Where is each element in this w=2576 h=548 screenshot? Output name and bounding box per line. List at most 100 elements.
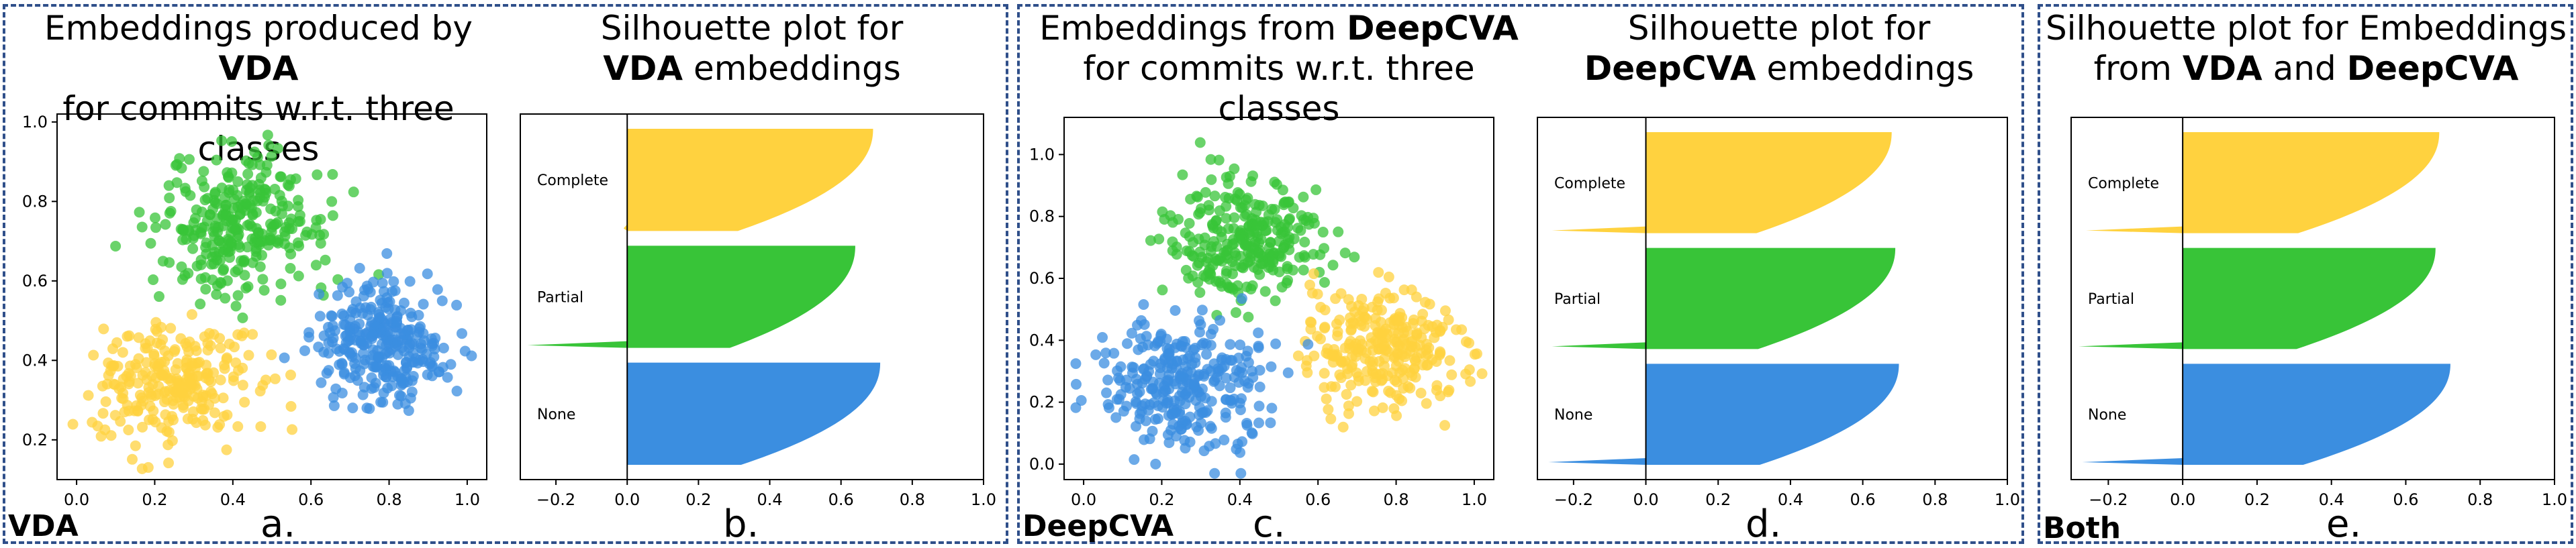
scatter-point-partial (1145, 235, 1156, 246)
scatter-point-partial (222, 275, 233, 286)
scatter-point-partial (250, 246, 262, 258)
scatter-point-complete (187, 406, 199, 417)
scatter-point-complete (233, 365, 244, 376)
scatter-point-complete (229, 341, 240, 353)
scatter-point-partial (1181, 245, 1192, 257)
scatter-point-partial (373, 269, 385, 280)
scatter-point-partial (216, 135, 228, 146)
scatter-point-complete (214, 333, 226, 344)
scatter-point-partial (148, 274, 159, 285)
scatter-point-partial (211, 288, 222, 300)
scatter-point-partial (1299, 236, 1310, 248)
scatter-point-none (422, 369, 433, 380)
y-tick-label: 0.8 (22, 192, 48, 211)
scatter-point-partial (1167, 236, 1178, 248)
scatter-point-partial (1269, 176, 1280, 188)
scatter-point-none (1202, 364, 1213, 375)
scatter-point-partial (199, 195, 211, 206)
scatter-point-none (1135, 333, 1146, 344)
scatter-point-complete (1390, 336, 1401, 347)
scatter-point-partial (213, 246, 225, 258)
scatter-point-partial (1153, 233, 1165, 245)
x-tick-label: 1.0 (2542, 490, 2567, 509)
scatter-point-complete (1476, 368, 1488, 380)
scatter-point-complete (1312, 288, 1323, 300)
scatter-point-none (1253, 327, 1264, 339)
scatter-point-none (438, 342, 449, 353)
scatter-point-none (432, 284, 443, 295)
scatter-point-partial (1227, 239, 1238, 250)
scatter-point-partial (252, 152, 263, 163)
scatter-point-none (1246, 366, 1257, 377)
scatter-point-partial (315, 213, 326, 225)
sublabel-d: d. (1746, 502, 1782, 546)
scatter-point-none (1180, 388, 1192, 400)
scatter-point-none (340, 319, 351, 331)
scatter-point-partial (247, 209, 258, 221)
scatter-point-complete (269, 373, 281, 384)
scatter-point-none (329, 325, 340, 337)
scatter-point-none (1152, 413, 1163, 425)
scatter-point-complete (1337, 421, 1349, 433)
scatter-point-complete (1305, 323, 1317, 335)
scatter-point-complete (243, 349, 254, 361)
scatter-point-complete (111, 337, 123, 348)
scatter-point-partial (1157, 284, 1168, 296)
panel-e-title: Silhouette plot for Embeddings from VDA a… (2045, 9, 2567, 88)
scatter-point-partial (1315, 249, 1326, 260)
scatter-point-complete (1471, 348, 1482, 360)
scatter-point-none (1144, 433, 1155, 445)
scatter-point-partial (275, 171, 286, 182)
scatter-point-complete (199, 331, 210, 343)
scatter-point-partial (199, 272, 211, 283)
scatter-point-partial (164, 207, 175, 219)
scatter-point-none (328, 400, 340, 411)
scatter-point-complete (1379, 353, 1390, 364)
scatter-point-none (1154, 368, 1165, 380)
x-tick-label: 0.8 (900, 490, 925, 509)
scatter-point-none (330, 383, 342, 394)
silhouette-band-complete (2183, 132, 2440, 233)
scatter-point-partial (1296, 210, 1307, 221)
scatter-point-complete (183, 395, 194, 406)
scatter-point-complete (1377, 368, 1388, 379)
scatter-point-partial (177, 274, 188, 285)
scatter-point-complete (132, 405, 144, 417)
scatter-point-none (342, 335, 354, 347)
scatter-point-partial (232, 290, 244, 301)
scatter-point-none (1239, 375, 1250, 386)
scatter-point-none (1209, 468, 1221, 479)
scatter-point-none (1108, 347, 1120, 359)
scatter-point-complete (115, 416, 126, 427)
scatter-point-complete (124, 376, 135, 387)
scatter-point-none (1265, 417, 1276, 429)
scatter-point-complete (1337, 356, 1348, 368)
group-box-both (2038, 4, 2573, 544)
scatter-point-complete (232, 421, 244, 432)
scatter-point-none (1194, 315, 1205, 327)
scatter-point-complete (1372, 296, 1384, 308)
scatter-point-complete (97, 408, 109, 419)
scatter-point-partial (1227, 268, 1239, 280)
scatter-point-partial (1349, 252, 1360, 263)
scatter-point-none (1219, 434, 1230, 445)
scatter-point-partial (1193, 233, 1204, 245)
scatter-point-partial (266, 151, 277, 162)
scatter-point-complete (1292, 350, 1304, 362)
scatter-point-partial (1253, 199, 1265, 211)
scatter-point-partial (1298, 191, 1309, 203)
scatter-point-none (1110, 412, 1122, 423)
scatter-point-partial (348, 186, 359, 198)
scatter-point-partial (272, 143, 283, 154)
scatter-point-complete (187, 372, 198, 384)
scatter-point-complete (1391, 410, 1402, 421)
scatter-point-partial (263, 140, 275, 151)
scatter-point-partial (237, 312, 248, 323)
y-tick-label: 1.0 (22, 113, 48, 131)
scatter-point-none (377, 278, 388, 289)
x-tick-label: −0.2 (2089, 490, 2128, 509)
scatter-point-complete (1312, 331, 1323, 342)
scatter-point-partial (1159, 213, 1170, 225)
scatter-point-partial (1206, 174, 1217, 185)
scatter-point-none (1145, 383, 1157, 394)
